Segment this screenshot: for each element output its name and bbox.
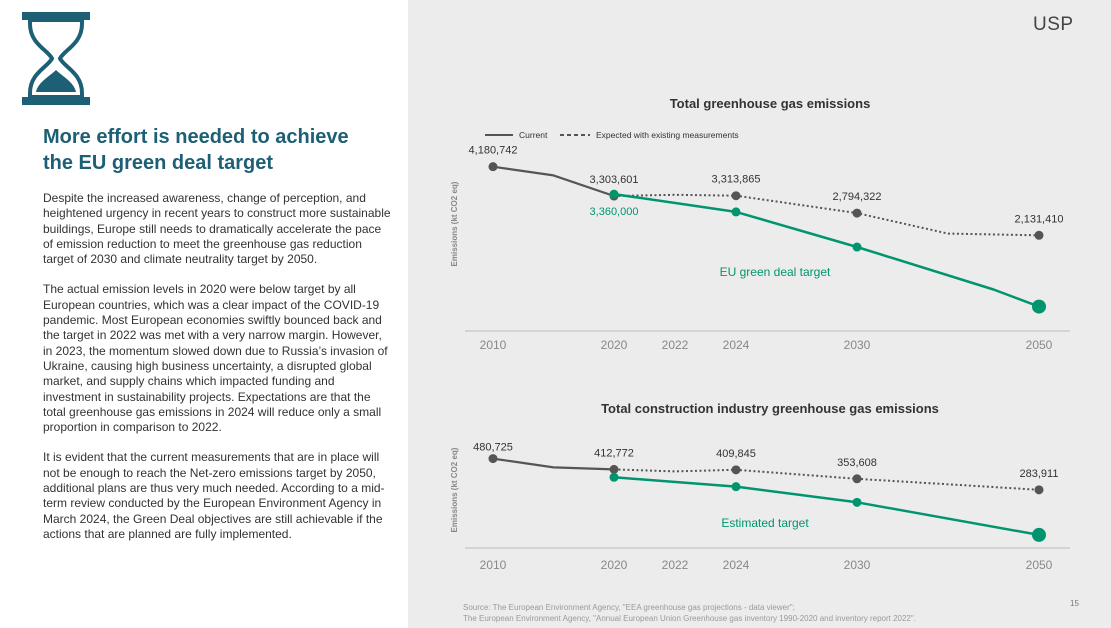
data-label: 2,131,410	[1015, 213, 1064, 225]
data-point	[488, 162, 498, 172]
series-line	[492, 457, 615, 471]
chart-construction-emissions: Total construction industry greenhouse g…	[430, 400, 1110, 590]
data-label: 4,180,742	[469, 145, 518, 157]
page-number: 15	[1070, 599, 1079, 608]
source-note: Source: The European Environment Agency,…	[463, 602, 916, 624]
x-tick-label: 2022	[662, 338, 689, 352]
data-label: 480,725	[473, 442, 513, 454]
page-title: More effort is needed to achieve the EU …	[43, 126, 349, 174]
data-point	[731, 207, 741, 217]
chart-title: Total greenhouse gas emissions	[669, 96, 871, 111]
x-tick-label: 2020	[601, 338, 628, 352]
x-tick-label: 2024	[723, 558, 750, 572]
hourglass-icon	[22, 12, 90, 105]
x-tick-label: 2050	[1026, 338, 1053, 352]
paragraph: Despite the increased awareness, change …	[43, 191, 391, 267]
data-point	[609, 472, 619, 482]
x-tick-label: 2020	[601, 558, 628, 572]
series-line	[492, 165, 615, 198]
x-tick-label: 2030	[844, 558, 871, 572]
series-line	[613, 192, 1040, 308]
logo: USP	[1033, 14, 1074, 35]
data-point	[1034, 485, 1044, 495]
x-tick-label: 2030	[844, 338, 871, 352]
data-label: 3,313,865	[712, 174, 761, 186]
chart-construction-emissions-plot: Emissions (kt CO2 eq) 2010 2020 2022 2024 203…	[450, 442, 1070, 572]
x-tick-label: 2010	[480, 338, 507, 352]
data-point	[609, 189, 619, 199]
y-axis-label: Emissions (kt CO2 eq)	[450, 447, 459, 532]
y-axis-label: Emissions (kt CO2 eq)	[450, 181, 459, 266]
source-line: The European Environment Agency, "Annual…	[463, 614, 916, 623]
x-tick-label: 2024	[723, 338, 750, 352]
chart-title: Total construction industry greenhouse g…	[601, 401, 939, 416]
data-label: 409,845	[716, 448, 756, 460]
data-point	[852, 242, 862, 252]
data-point	[609, 464, 619, 474]
data-point	[731, 191, 741, 201]
data-label: 3,360,000	[590, 206, 639, 218]
chart-total-emissions-plot: Emissions (kt CO2 eq) 2010 2020 2022 2024 203…	[450, 130, 1070, 352]
data-point	[1032, 299, 1046, 314]
data-point	[852, 208, 862, 218]
chart-legend: Current Expected with existing measuremen…	[485, 130, 739, 140]
series-line	[613, 468, 1040, 491]
data-label: 3,303,601	[590, 174, 639, 186]
x-tick-label: 2022	[662, 558, 689, 572]
data-label: 353,608	[837, 457, 877, 469]
data-point	[852, 474, 862, 484]
series-label: Estimated target	[721, 516, 809, 530]
series-line	[613, 476, 1040, 537]
paragraph: It is evident that the current measureme…	[43, 450, 385, 541]
paragraph: The actual emission levels in 2020 were …	[43, 282, 388, 435]
x-tick-label: 2050	[1026, 558, 1053, 572]
data-label: 283,911	[1020, 468, 1059, 480]
data-point	[731, 465, 741, 475]
source-line: Source: The European Environment Agency,…	[463, 603, 795, 612]
data-point	[1034, 230, 1044, 240]
data-point	[852, 497, 862, 507]
data-label: 2,794,322	[833, 191, 882, 203]
x-tick-label: 2010	[480, 558, 507, 572]
data-point	[1032, 527, 1046, 542]
chart-total-emissions: Total greenhouse gas emissions Emissions…	[430, 94, 1110, 364]
chart-panel	[408, 0, 1111, 628]
data-label: 412,772	[594, 447, 634, 459]
series-line	[613, 193, 1040, 237]
data-point	[731, 482, 741, 492]
series-label: EU green deal target	[720, 265, 831, 279]
body-text: Despite the increased awareness, change …	[43, 191, 393, 557]
legend-expected-label: Expected with existing measurements	[596, 130, 739, 140]
text-panel: More effort is needed to achieve the EU …	[0, 0, 408, 628]
legend-current-label: Current	[519, 130, 548, 140]
data-point	[488, 454, 498, 464]
